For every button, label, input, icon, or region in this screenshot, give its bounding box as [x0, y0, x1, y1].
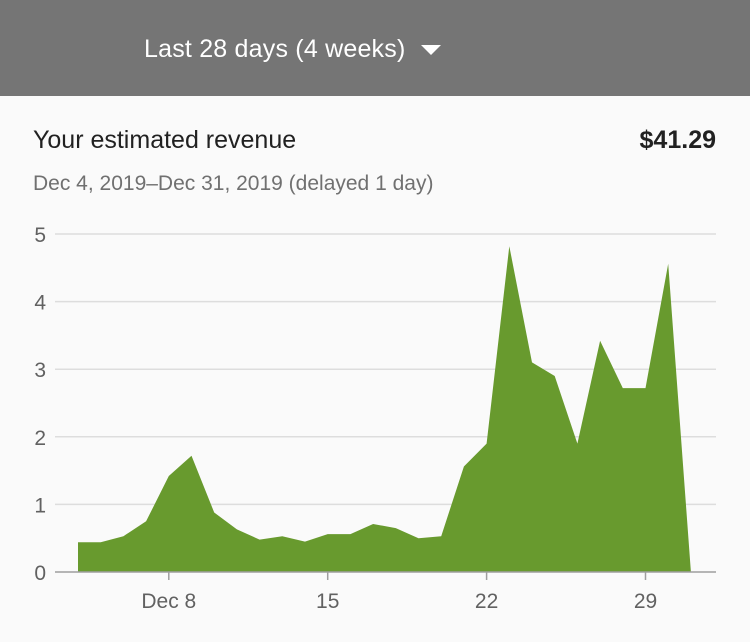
revenue-area-series — [78, 246, 691, 572]
y-tick-label: 4 — [34, 292, 46, 315]
chart-x-ticks: Dec 8 15 22 29 — [141, 572, 657, 613]
x-tick-label: 15 — [316, 590, 339, 613]
y-tick-label: 3 — [34, 359, 46, 382]
x-tick-label: Dec 8 — [141, 590, 196, 613]
y-tick-label: 0 — [34, 562, 46, 585]
revenue-card: Your estimated revenue $41.29 Dec 4, 201… — [0, 96, 750, 642]
chart-y-ticks: 0 1 2 3 4 5 — [34, 224, 46, 585]
period-selector-button[interactable]: Last 28 days (4 weeks) — [144, 30, 442, 68]
top-bar: Last 28 days (4 weeks) — [0, 0, 750, 96]
period-label: Last 28 days (4 weeks) — [144, 34, 406, 63]
revenue-chart: 0 1 2 3 4 5 Dec 8 15 22 29 — [34, 224, 716, 613]
x-tick-label: 29 — [634, 590, 657, 613]
card-title: Your estimated revenue — [33, 126, 297, 154]
y-tick-label: 2 — [34, 427, 46, 450]
y-tick-label: 1 — [34, 494, 46, 517]
caret-down-icon — [421, 45, 442, 55]
revenue-amount: $41.29 — [639, 126, 716, 154]
date-range: Dec 4, 2019–Dec 31, 2019 (delayed 1 day) — [33, 172, 434, 195]
x-tick-label: 22 — [475, 590, 498, 613]
y-tick-label: 5 — [34, 224, 46, 247]
